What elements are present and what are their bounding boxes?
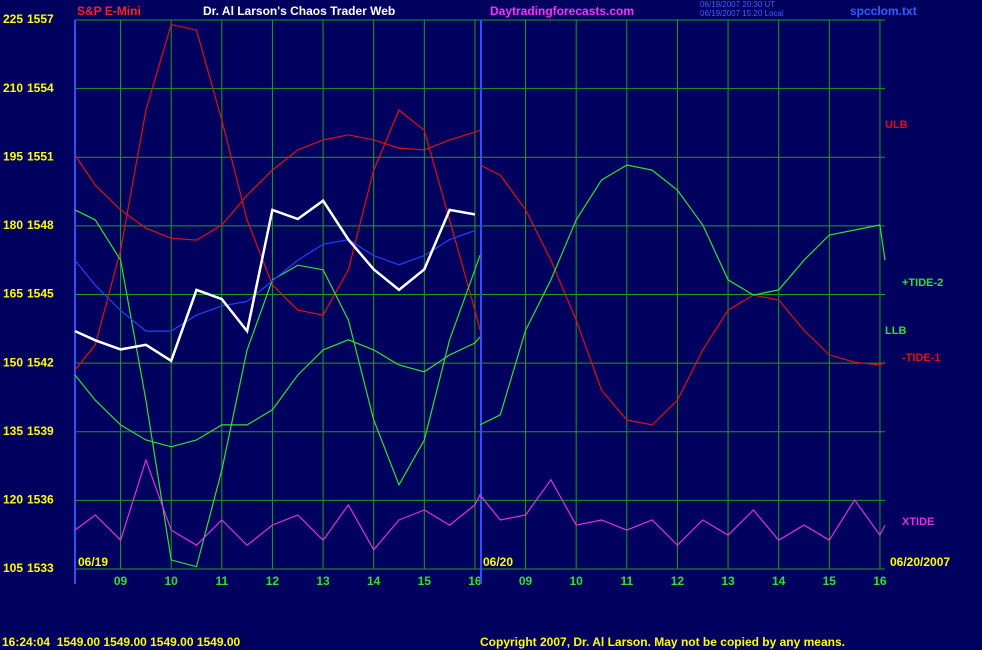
date-label: 06/20/2007 — [890, 555, 950, 569]
series-line — [74, 229, 476, 332]
y2-tick-label: 1533 — [27, 561, 54, 575]
plot: 225 210 195 180 165 150 135 120 105 1557 1554 1551 1… — [3, 12, 943, 588]
y2-tick-label: 1542 — [27, 355, 54, 369]
series-line — [74, 23, 481, 371]
timestamp: 06/19/2007 20:30 UT — [700, 0, 775, 9]
x-tick-label: 14 — [772, 574, 786, 588]
x-tick-label: 16 — [468, 574, 482, 588]
date-label: 06/19 — [78, 555, 108, 569]
annotation: -TIDE-1 — [902, 352, 941, 364]
series-line — [479, 164, 886, 426]
x-tick-label: 12 — [671, 574, 685, 588]
y-tick-label: 105 — [3, 561, 23, 575]
y2-tick-label: 1548 — [27, 218, 54, 232]
y-tick-label: 120 — [3, 493, 23, 507]
x-tick-label: 09 — [519, 574, 533, 588]
site: Daytradingforecasts.com — [490, 4, 634, 18]
y2-tick-label: 1539 — [27, 424, 54, 438]
y2-tick-label: 1545 — [27, 287, 54, 301]
x-tick-label: 09 — [114, 574, 128, 588]
y-tick-label: 180 — [3, 218, 23, 232]
x-tick-label: 13 — [721, 574, 735, 588]
series-line — [74, 458, 886, 551]
annotation: XTIDE — [902, 516, 934, 528]
series-line — [74, 198, 476, 363]
annotation: LLB — [885, 325, 906, 337]
date-label: 06/20 — [483, 555, 513, 569]
y-tick-label: 165 — [3, 287, 23, 301]
y-tick-label: 150 — [3, 355, 23, 369]
timestamp: 06/19/2007 15:20 Local — [700, 9, 784, 18]
chart-title: Dr. Al Larson's Chaos Trader Web — [203, 4, 395, 18]
x-tick-label: 14 — [367, 574, 381, 588]
y2-tick-label: 1554 — [27, 81, 54, 95]
y2-tick-label: 1536 — [27, 493, 54, 507]
x-tick-label: 11 — [620, 574, 633, 588]
x-tick-label: 16 — [873, 574, 887, 588]
status: 16:24:04 1549.00 1549.00 1549.00 1549.00 — [2, 635, 241, 649]
y-tick-label: 210 — [3, 81, 23, 95]
copyright: Copyright 2007, Dr. Al Larson. May not b… — [480, 635, 845, 649]
x-tick-label: 11 — [215, 574, 228, 588]
series-line — [74, 336, 481, 448]
x-tick-label: 10 — [570, 574, 584, 588]
y-tick-label: 195 — [3, 149, 23, 163]
series-line — [479, 164, 886, 426]
x-tick-label: 13 — [316, 574, 330, 588]
annotation: +TIDE-2 — [902, 277, 943, 289]
y-tick-label: 225 — [3, 12, 23, 26]
series-line — [74, 209, 481, 568]
file-name: spcclom.txt — [850, 4, 917, 18]
annotation: ULB — [885, 119, 908, 131]
series-line — [74, 129, 481, 241]
x-tick-label: 15 — [418, 574, 432, 588]
y2-tick-label: 1557 — [27, 12, 54, 26]
x-tick-label: 12 — [266, 574, 280, 588]
chart-subtitle: S&P E-Mini — [77, 4, 141, 18]
x-tick-label: 10 — [165, 574, 179, 588]
x-tick-label: 15 — [823, 574, 837, 588]
y2-tick-label: 1551 — [27, 149, 54, 163]
y-tick-label: 135 — [3, 424, 23, 438]
